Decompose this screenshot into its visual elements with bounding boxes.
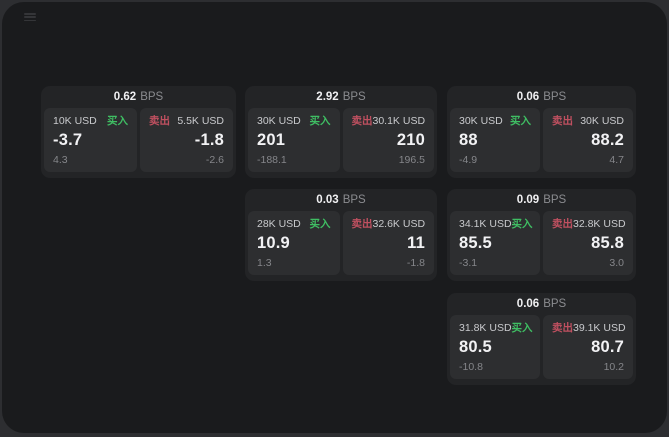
- sell-label: 卖出: [552, 115, 573, 127]
- buy-delta: -10.8: [459, 361, 483, 373]
- sell-price: 210: [396, 131, 425, 149]
- buy-panel[interactable]: 30K USD 买入 88 -4.9: [450, 108, 540, 172]
- bps-unit-label: BPS: [342, 91, 366, 103]
- sell-amount: 5.5K USD: [177, 115, 224, 127]
- quote-card: 0.09 BPS 34.1K USD 买入 85.5 -3.1 卖出 32.8K …: [447, 189, 636, 281]
- sell-delta: -2.6: [205, 154, 224, 166]
- bps-value: 0.09: [516, 194, 540, 206]
- buy-label: 买入: [511, 218, 533, 230]
- buy-delta: 4.3: [53, 154, 68, 166]
- buy-panel[interactable]: 31.8K USD 买入 80.5 -10.8: [450, 315, 540, 379]
- buy-price: 10.9: [257, 234, 290, 252]
- sell-label: 卖出: [552, 322, 573, 334]
- buy-amount: 30K USD: [459, 115, 503, 127]
- sell-amount: 30.1K USD: [372, 115, 426, 127]
- sell-label: 卖出: [552, 218, 573, 230]
- buy-price: 88: [459, 131, 478, 149]
- bps-header: 0.62 BPS: [44, 86, 233, 108]
- sell-panel[interactable]: 卖出 30K USD 88.2 4.7: [543, 108, 633, 172]
- sell-price: 11: [407, 234, 425, 252]
- buy-panel[interactable]: 10K USD 买入 -3.7 4.3: [44, 108, 137, 172]
- quote-card: 0.06 BPS 30K USD 买入 88 -4.9 卖出 30K USD: [447, 86, 636, 178]
- bps-header: 0.06 BPS: [450, 86, 633, 108]
- buy-delta: -3.1: [459, 257, 478, 269]
- buy-label: 买入: [511, 322, 533, 334]
- buy-price: 80.5: [459, 338, 492, 356]
- quote-card: 2.92 BPS 30K USD 买入 201 -188.1 卖出 30.1K U…: [245, 86, 437, 178]
- sell-delta: 4.7: [609, 154, 624, 166]
- buy-delta: -188.1: [257, 154, 287, 166]
- sell-amount: 32.8K USD: [573, 218, 626, 230]
- bps-header: 0.06 BPS: [450, 293, 633, 315]
- buy-panel[interactable]: 34.1K USD 买入 85.5 -3.1: [450, 211, 540, 275]
- sell-panel[interactable]: 卖出 32.6K USD 11 -1.8: [342, 211, 434, 275]
- sell-amount: 32.6K USD: [372, 218, 426, 230]
- quote-card: 0.62 BPS 10K USD 买入 -3.7 4.3 卖出 5.5K USD: [41, 86, 236, 178]
- sell-price: 88.2: [591, 131, 624, 149]
- sell-delta: 10.2: [603, 361, 624, 373]
- bps-header: 0.03 BPS: [248, 189, 434, 211]
- buy-label: 买入: [309, 218, 331, 230]
- bps-value: 0.62: [113, 91, 137, 103]
- bps-unit-label: BPS: [543, 91, 567, 103]
- bps-unit-label: BPS: [543, 194, 567, 206]
- bps-header: 2.92 BPS: [248, 86, 434, 108]
- buy-amount: 30K USD: [257, 115, 301, 127]
- sell-panel[interactable]: 卖出 30.1K USD 210 196.5: [342, 108, 434, 172]
- buy-panel[interactable]: 28K USD 买入 10.9 1.3: [248, 211, 340, 275]
- sell-panel[interactable]: 卖出 32.8K USD 85.8 3.0: [543, 211, 633, 275]
- sell-delta: 196.5: [398, 154, 425, 166]
- sell-label: 卖出: [149, 115, 170, 127]
- sell-label: 卖出: [351, 218, 373, 230]
- buy-panel[interactable]: 30K USD 买入 201 -188.1: [248, 108, 340, 172]
- sell-label: 卖出: [351, 115, 373, 127]
- sell-delta: -1.8: [406, 257, 425, 269]
- sell-price: 85.8: [591, 234, 624, 252]
- bps-header: 0.09 BPS: [450, 189, 633, 211]
- buy-label: 买入: [309, 115, 331, 127]
- buy-amount: 34.1K USD: [459, 218, 512, 230]
- sell-delta: 3.0: [609, 257, 624, 269]
- bps-value: 0.06: [516, 91, 540, 103]
- buy-amount: 31.8K USD: [459, 322, 512, 334]
- menu-icon[interactable]: [24, 13, 36, 21]
- buy-amount: 10K USD: [53, 115, 97, 127]
- bps-value: 0.06: [516, 298, 540, 310]
- bps-unit-label: BPS: [543, 298, 567, 310]
- bps-unit-label: BPS: [342, 194, 366, 206]
- buy-label: 买入: [510, 115, 531, 127]
- buy-price: 85.5: [459, 234, 492, 252]
- buy-price: 201: [257, 131, 286, 149]
- quote-card: 0.03 BPS 28K USD 买入 10.9 1.3 卖出 32.6K USD: [245, 189, 437, 281]
- buy-amount: 28K USD: [257, 218, 301, 230]
- sell-panel[interactable]: 卖出 5.5K USD -1.8 -2.6: [140, 108, 233, 172]
- sell-price: -1.8: [194, 131, 224, 149]
- buy-price: -3.7: [53, 131, 83, 149]
- bps-value: 2.92: [316, 91, 339, 103]
- bps-unit-label: BPS: [140, 91, 164, 103]
- buy-label: 买入: [107, 115, 128, 127]
- bps-value: 0.03: [316, 194, 339, 206]
- buy-delta: 1.3: [257, 257, 272, 269]
- sell-amount: 30K USD: [580, 115, 624, 127]
- sell-price: 80.7: [591, 338, 624, 356]
- sell-amount: 39.1K USD: [573, 322, 626, 334]
- buy-delta: -4.9: [459, 154, 478, 166]
- quote-card: 0.06 BPS 31.8K USD 买入 80.5 -10.8 卖出 39.1K…: [447, 293, 636, 385]
- sell-panel[interactable]: 卖出 39.1K USD 80.7 10.2: [543, 315, 633, 379]
